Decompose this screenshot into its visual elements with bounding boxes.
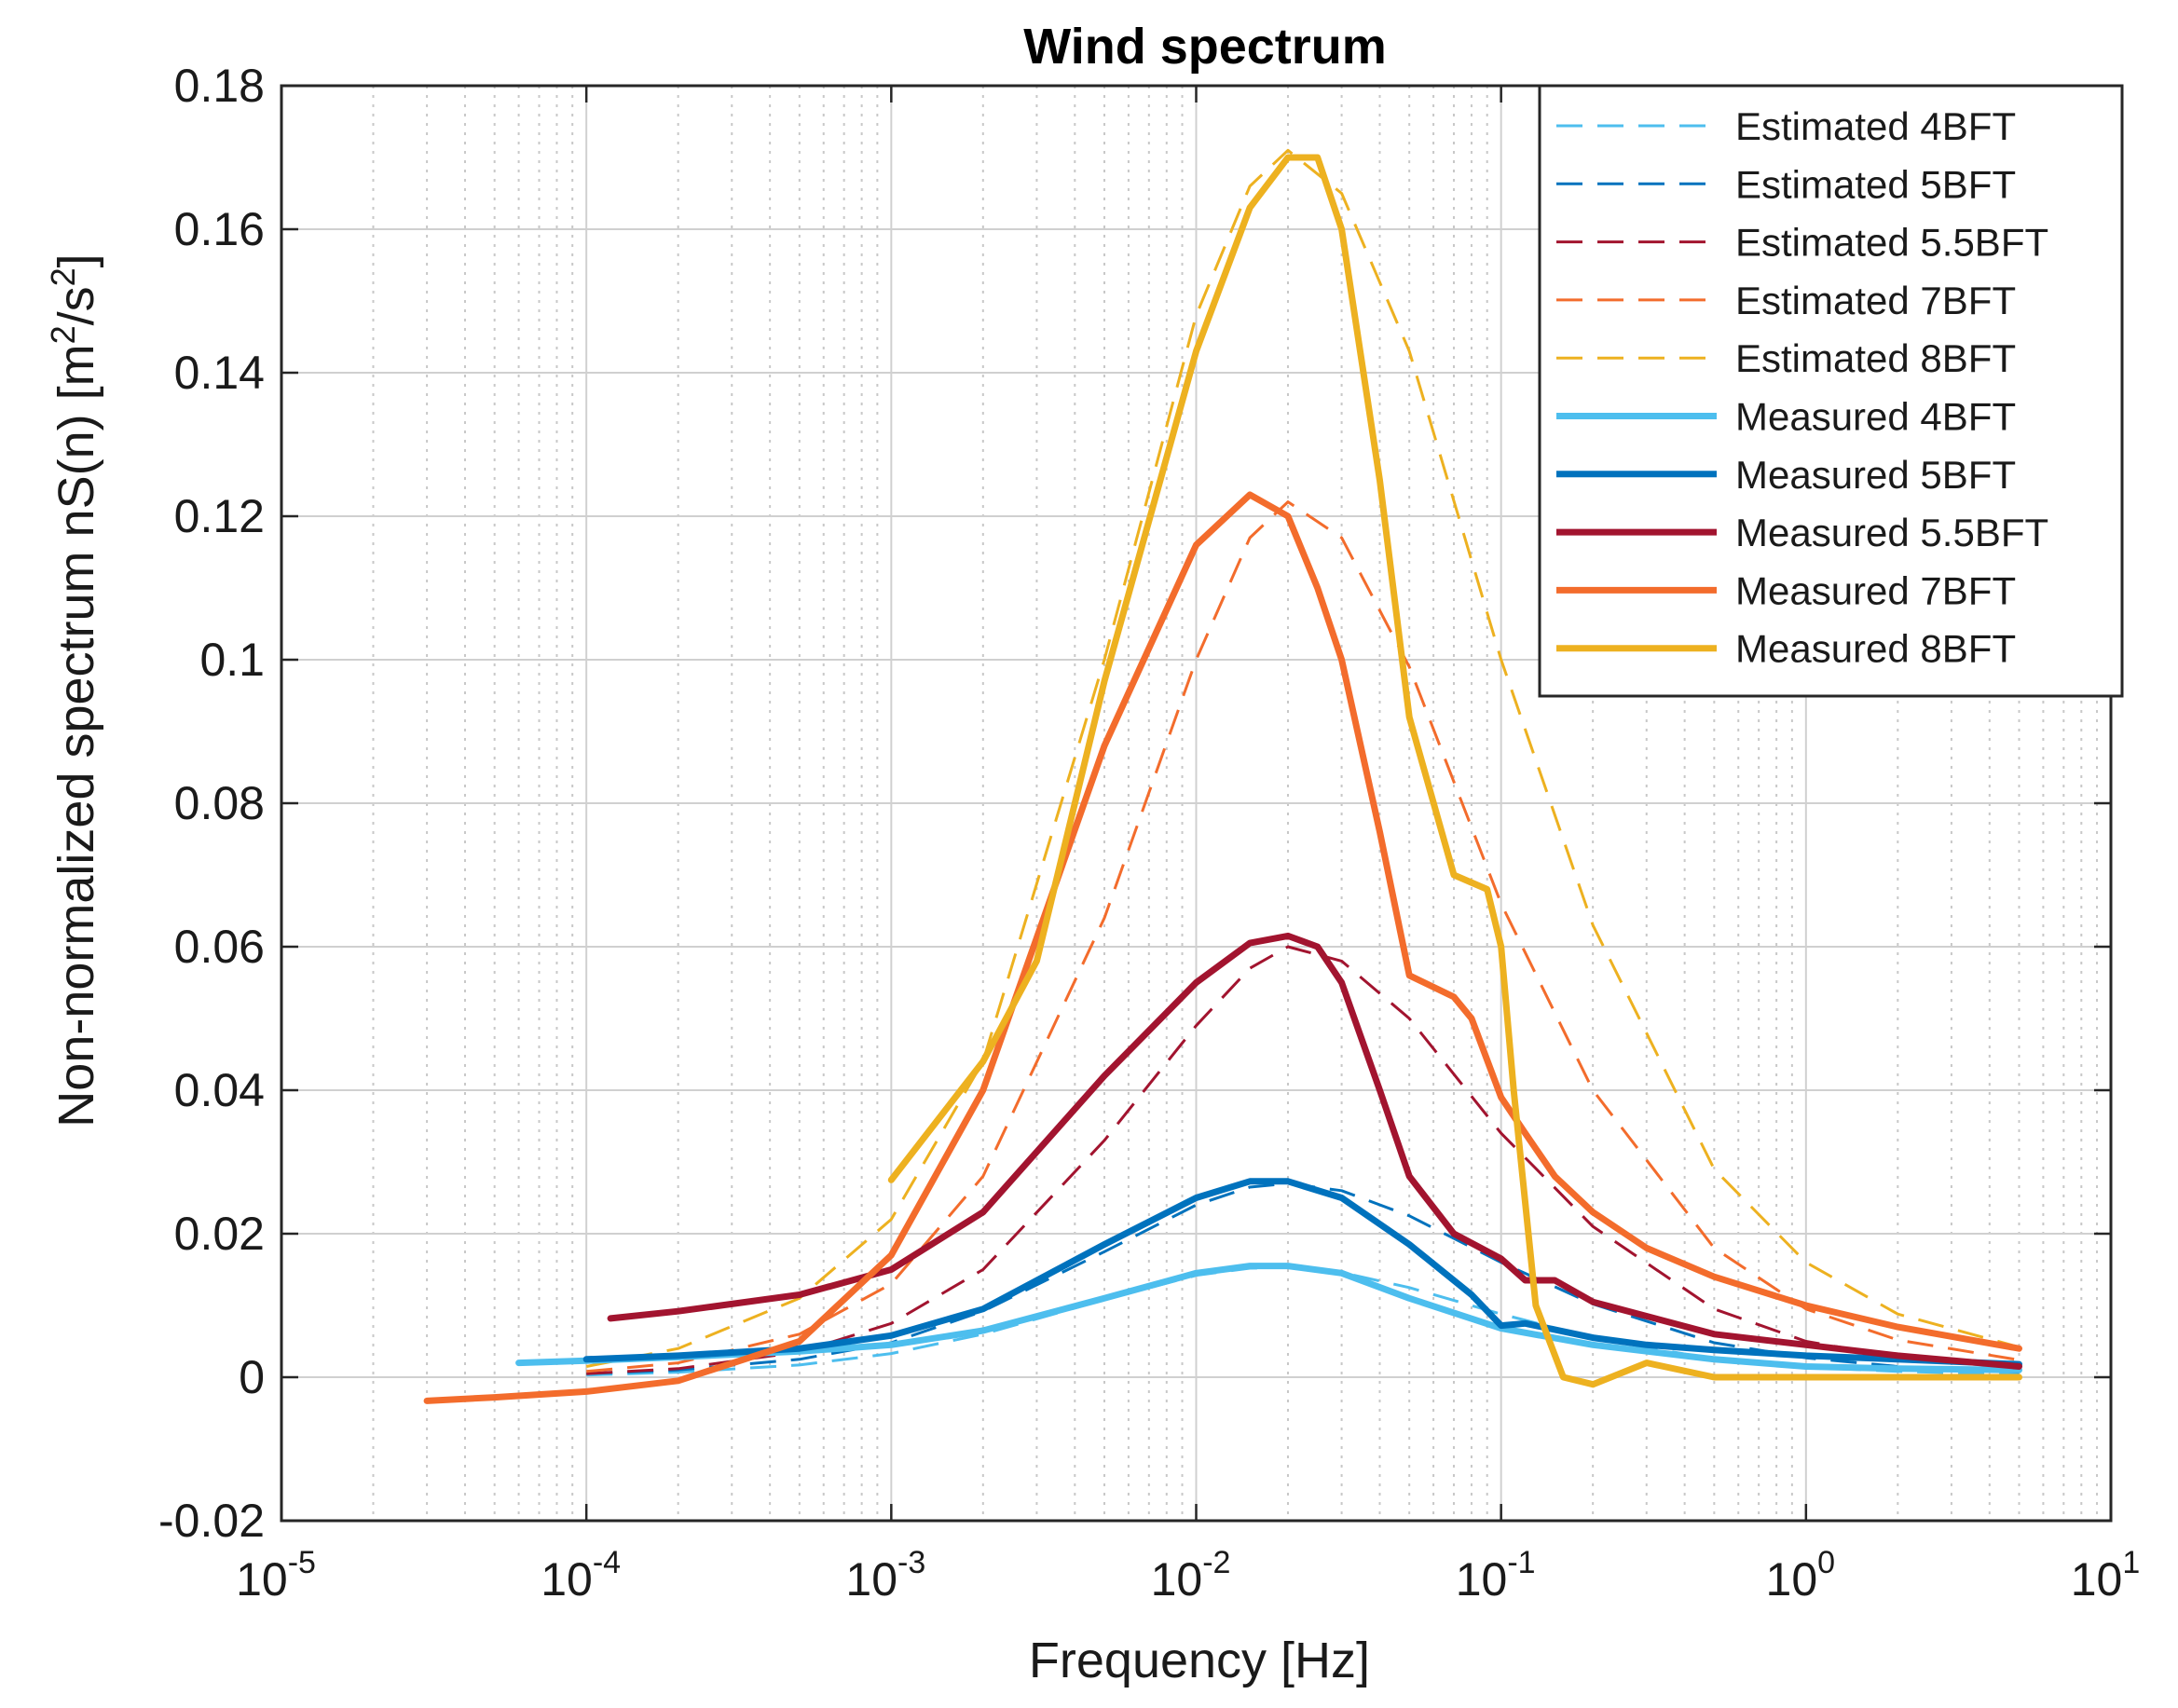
x-tick-label: 101 <box>2071 1545 2141 1606</box>
legend-label-measured-5-5bft: Measured 5.5BFT <box>1735 511 2048 554</box>
y-axis-label-sup-2: 2 <box>44 267 82 286</box>
y-tick-label: 0.18 <box>174 60 265 112</box>
series-line-measured-5bft <box>582 1178 2022 1368</box>
legend-label-estimated-8bft: Estimated 8BFT <box>1735 336 2016 380</box>
tick-labels: -0.02 0 0.02 0.04 0.06 0.08 0.1 0.12 0.14 0.16 0.1… <box>158 60 2140 1606</box>
y-axis-label-mid: /s <box>48 286 104 325</box>
legend-label-measured-8bft: Measured 8BFT <box>1735 627 2016 671</box>
y-axis-label-main: Non-normalized spectrum nS(n) [m <box>48 344 104 1127</box>
y-tick-label: 0 <box>239 1351 265 1403</box>
series-line-measured-8bft <box>887 154 2022 1388</box>
x-tick-label-exponent: 1 <box>2122 1545 2140 1580</box>
x-tick-label-base: 10 <box>1456 1553 1508 1606</box>
legend-box <box>1538 84 2124 698</box>
x-axis-label: Frequency [Hz] <box>1029 1633 1370 1688</box>
legend-label-measured-7bft: Measured 7BFT <box>1735 568 2016 612</box>
series-line-estimated-8bft <box>585 148 2020 1368</box>
y-tick-label: 0.16 <box>174 203 265 255</box>
legend-label-estimated-5bft: Estimated 5BFT <box>1735 162 2016 206</box>
y-tick-label: 0.1 <box>199 634 265 686</box>
series-line-measured-7bft <box>423 491 2022 1404</box>
legend-label-estimated-4bft: Estimated 4BFT <box>1735 104 2016 148</box>
x-tick-label-exponent: -4 <box>593 1545 621 1580</box>
x-tick-label: 10-2 <box>1151 1545 1231 1606</box>
series-line-estimated-5-5bft <box>586 945 2020 1375</box>
x-tick-label-base: 10 <box>845 1553 897 1606</box>
y-tick-label: 0.06 <box>174 921 265 973</box>
x-tick-label-base: 10 <box>1151 1553 1203 1606</box>
x-tick-label: 10-1 <box>1456 1545 1536 1606</box>
x-tick-label-base: 10 <box>2071 1553 2123 1606</box>
series-line-measured-5-5bft <box>607 932 2022 1370</box>
legend-label-measured-5bft: Measured 5BFT <box>1735 453 2016 497</box>
x-tick-label-exponent: -2 <box>1202 1545 1230 1580</box>
x-tick-label-exponent: 0 <box>1817 1545 1835 1580</box>
x-tick-label-exponent: -1 <box>1507 1545 1535 1580</box>
legend-label-estimated-5-5bft: Estimated 5.5BFT <box>1735 221 2048 265</box>
x-tick-label: 100 <box>1766 1545 1836 1606</box>
y-axis-label: Non-normalized spectrum nS(n) [m2/s2] <box>44 253 104 1127</box>
legend-label-measured-4bft: Measured 4BFT <box>1735 395 2016 439</box>
y-axis-label-sup-1: 2 <box>44 325 82 344</box>
y-tick-label: 0.02 <box>174 1208 265 1260</box>
x-tick-label: 10-3 <box>845 1545 925 1606</box>
y-tick-label: 0.14 <box>174 347 265 399</box>
x-tick-label-base: 10 <box>541 1553 593 1606</box>
x-tick-label-exponent: -5 <box>288 1545 316 1580</box>
y-tick-label: 0.04 <box>174 1064 265 1116</box>
y-axis-label-end: ] <box>48 253 104 267</box>
x-tick-label-exponent: -3 <box>897 1545 925 1580</box>
x-tick-label-base: 10 <box>236 1553 288 1606</box>
chart-title: Wind spectrum <box>1023 19 1387 75</box>
x-tick-label: 10-4 <box>541 1545 621 1606</box>
legend: Estimated 4BFT Estimated 5BFT Estimated 5.… <box>1538 84 2124 698</box>
legend-label-estimated-7bft: Estimated 7BFT <box>1735 279 2016 322</box>
series-line-estimated-7bft <box>586 500 2020 1373</box>
y-tick-label: -0.02 <box>158 1495 265 1547</box>
y-tick-label: 0.08 <box>174 777 265 829</box>
plot-lines <box>423 148 2022 1404</box>
x-tick-label-base: 10 <box>1766 1553 1818 1606</box>
x-tick-label: 10-5 <box>236 1545 316 1606</box>
y-tick-label: 0.12 <box>174 490 265 542</box>
